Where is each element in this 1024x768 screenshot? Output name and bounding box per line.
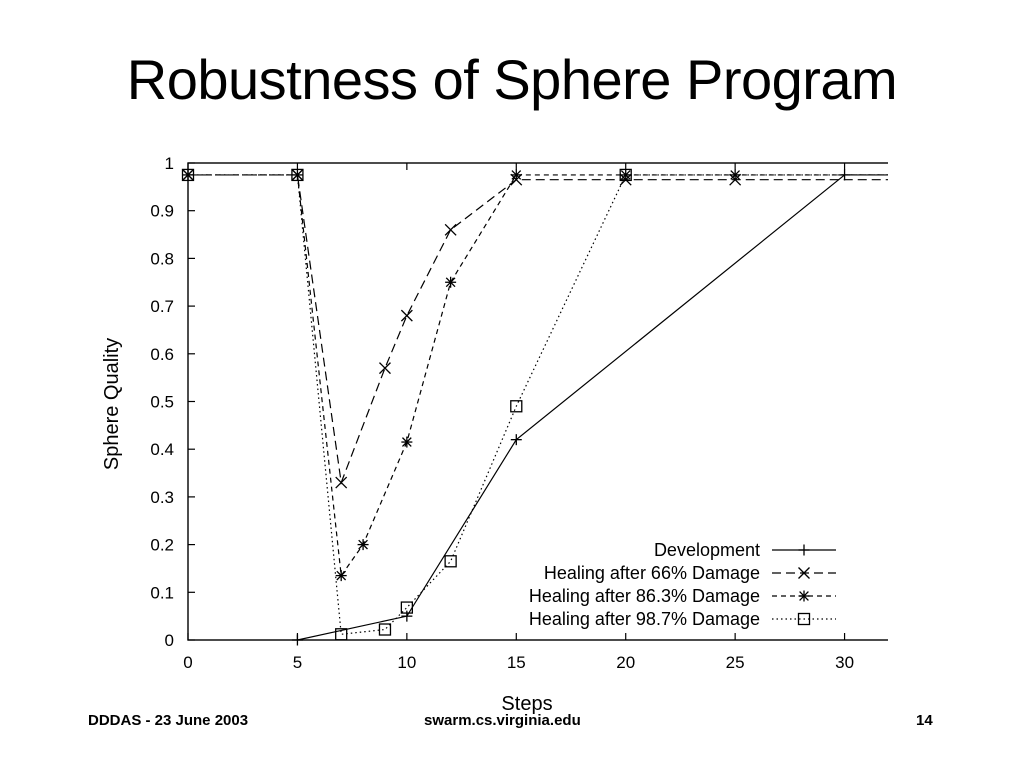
data-point <box>400 601 414 614</box>
series-3 <box>182 169 888 582</box>
data-point <box>401 436 413 448</box>
x-tick-label: 25 <box>726 653 745 672</box>
x-tick-label: 15 <box>507 653 526 672</box>
data-point <box>335 476 348 489</box>
x-tick-label: 10 <box>397 653 416 672</box>
footer-url[interactable]: swarm.cs.virginia.edu <box>424 712 581 729</box>
series-line <box>188 174 888 578</box>
data-point <box>445 276 457 288</box>
data-point <box>444 223 457 236</box>
plot-area-frame <box>187 162 888 641</box>
data-point <box>510 400 523 413</box>
data-point <box>379 362 391 375</box>
x-axis-label: Steps <box>501 693 552 715</box>
legend-label: Development <box>654 540 760 560</box>
data-point <box>335 570 347 582</box>
data-point <box>510 434 522 446</box>
data-point <box>619 168 632 182</box>
x-tick-label: 0 <box>183 653 192 672</box>
y-tick-label: 0.8 <box>150 249 174 268</box>
data-point <box>335 628 348 641</box>
data-point <box>444 555 457 568</box>
page-number: 14 <box>916 712 933 729</box>
data-point <box>400 309 413 322</box>
legend-swatch-marker <box>798 544 810 556</box>
y-tick-label: 0.7 <box>150 297 174 316</box>
legend-swatch-marker <box>798 567 810 579</box>
y-tick-label: 1 <box>165 154 174 173</box>
axis-ticks: 00.10.20.30.40.50.60.70.80.910 5 10 15 20 25 3… <box>150 154 854 672</box>
data-point <box>401 610 413 622</box>
series-line <box>188 174 888 635</box>
data-point <box>291 168 304 182</box>
y-tick-label: 0.4 <box>150 440 174 459</box>
slide-title: Robustness of Sphere Program <box>126 48 898 111</box>
series-line <box>188 174 888 485</box>
legend-swatch-marker <box>798 590 810 602</box>
y-tick-label: 0.9 <box>150 202 174 221</box>
chart-legend: Development Healing after 66% Damage Heali… <box>529 540 836 629</box>
series-4 <box>181 168 888 641</box>
data-point <box>378 623 392 636</box>
legend-label: Healing after 98.7% Damage <box>529 609 760 629</box>
y-tick-label: 0.3 <box>150 488 174 507</box>
data-point <box>620 169 632 181</box>
data-point <box>357 539 369 551</box>
legend-label: Healing after 66% Damage <box>544 563 760 583</box>
legend-swatch-marker <box>797 612 811 626</box>
x-tick-label: 30 <box>835 653 854 672</box>
y-tick-label: 0.2 <box>150 536 174 555</box>
y-tick-label: 0.5 <box>150 393 174 412</box>
x-tick-label: 5 <box>293 653 302 672</box>
series-2 <box>182 168 888 489</box>
footer-event: DDDAS - 23 June 2003 <box>88 712 249 729</box>
y-tick-label: 0.1 <box>150 583 174 602</box>
series-layer <box>181 168 888 646</box>
y-axis-label: Sphere Quality <box>101 338 123 470</box>
data-point <box>291 634 303 646</box>
data-point <box>510 169 522 181</box>
y-tick-label: 0 <box>165 631 174 650</box>
x-tick-label: 20 <box>616 653 635 672</box>
data-point <box>181 168 195 182</box>
y-tick-label: 0.6 <box>150 345 174 364</box>
legend-label: Healing after 86.3% Damage <box>529 586 760 606</box>
sphere-quality-chart: 00.10.20.30.40.50.60.70.80.910 5 10 15 20 25 3… <box>101 154 888 715</box>
